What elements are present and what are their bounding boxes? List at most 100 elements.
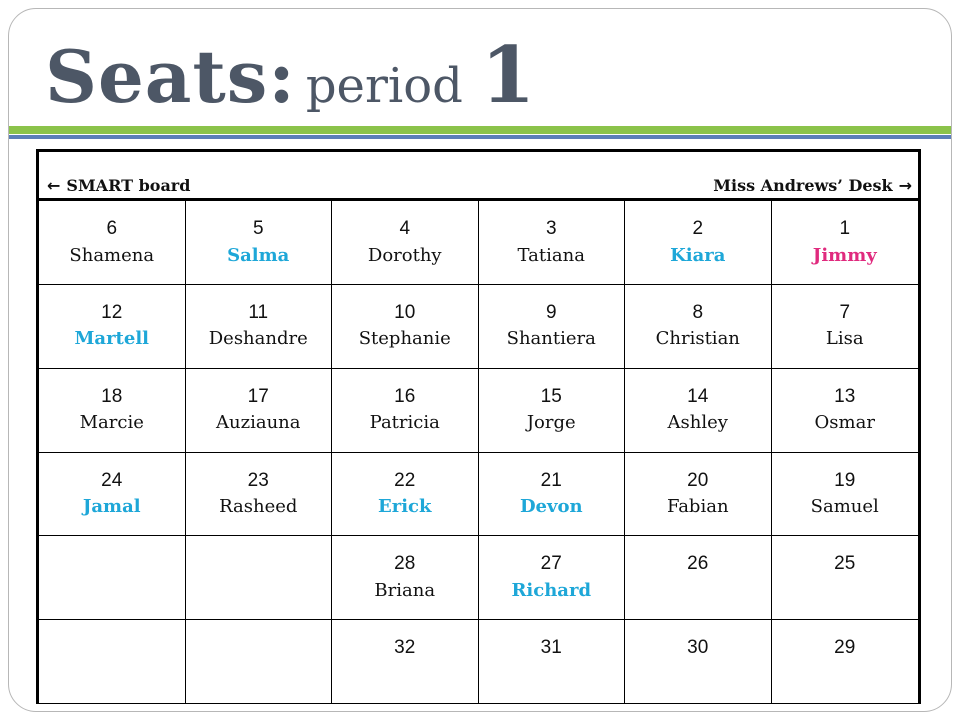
seat-number: 26 bbox=[687, 553, 709, 575]
student-name: Shamena bbox=[69, 244, 155, 266]
title-number: 1 bbox=[480, 30, 536, 121]
student-name: Jamal bbox=[82, 496, 141, 518]
title-sub: period bbox=[305, 58, 463, 114]
arrow-right-icon: → bbox=[898, 176, 912, 195]
student-name: Rasheed bbox=[219, 496, 298, 518]
student-name: Samuel bbox=[810, 496, 879, 518]
seat-cell: 20 Fabian bbox=[625, 452, 772, 537]
seat-number: 3 bbox=[545, 218, 557, 239]
seat-cell: 31 bbox=[478, 620, 625, 704]
seat-cell: 9 Shantiera bbox=[478, 284, 625, 369]
seat-cell: 5 Salma bbox=[185, 201, 332, 285]
student-name: Osmar bbox=[814, 412, 875, 434]
seat-number: 18 bbox=[101, 385, 123, 407]
seat-number: 29 bbox=[834, 637, 856, 659]
smart-board-text: SMART board bbox=[66, 176, 191, 195]
seat-number: 30 bbox=[687, 637, 709, 659]
student-name: Patricia bbox=[369, 412, 440, 434]
seat-number: 25 bbox=[834, 553, 856, 575]
student-name: Briana bbox=[374, 579, 436, 601]
seat-number: 22 bbox=[394, 469, 416, 491]
seat-cell: 30 bbox=[625, 620, 772, 704]
student-name: Fabian bbox=[666, 496, 729, 518]
seat-cell: 16 Patricia bbox=[332, 368, 479, 453]
seat-number: 12 bbox=[101, 301, 123, 323]
student-name: Tatiana bbox=[517, 244, 585, 266]
seat-cell: 25 bbox=[771, 536, 918, 621]
student-name: Erick bbox=[378, 496, 432, 518]
seat-number: 6 bbox=[106, 218, 118, 239]
seat-number: 15 bbox=[540, 385, 562, 407]
seat-cell: 12 Martell bbox=[39, 284, 186, 369]
seat-cell: 8 Christian bbox=[625, 284, 772, 369]
seat-cell: 4 Dorothy bbox=[332, 201, 479, 285]
seat-cell bbox=[39, 620, 186, 704]
seat-cell bbox=[39, 536, 186, 621]
seat-cell: 2 Kiara bbox=[625, 201, 772, 285]
seat-number: 10 bbox=[394, 301, 416, 323]
student-name: Dorothy bbox=[367, 244, 442, 266]
seat-cell: 15 Jorge bbox=[478, 368, 625, 453]
seat-number: 16 bbox=[394, 385, 416, 407]
page-title: Seats: period 1 bbox=[45, 30, 535, 130]
seat-cell bbox=[185, 620, 332, 704]
student-name: Richard bbox=[511, 579, 592, 601]
student-name: Lisa bbox=[825, 328, 864, 350]
seat-number: 1 bbox=[839, 218, 851, 239]
seat-number: 31 bbox=[540, 637, 562, 659]
student-name: Ashley bbox=[667, 412, 728, 434]
seat-number: 28 bbox=[394, 553, 416, 575]
seat-cell: 23 Rasheed bbox=[185, 452, 332, 537]
title-main: Seats: bbox=[45, 34, 296, 119]
seat-number: 14 bbox=[687, 385, 709, 407]
student-name: Auziauna bbox=[216, 412, 301, 434]
student-name: Martell bbox=[74, 328, 149, 350]
seat-cell: 7 Lisa bbox=[771, 285, 918, 369]
seat-number: 32 bbox=[394, 637, 416, 659]
student-name: Christian bbox=[655, 328, 740, 350]
arrow-left-icon: ← bbox=[47, 176, 61, 195]
seat-cell: 18 Marcie bbox=[39, 368, 186, 453]
seat-cell: 22 Erick bbox=[332, 452, 479, 537]
seat-number: 27 bbox=[540, 553, 562, 575]
seat-number: 9 bbox=[545, 301, 557, 323]
seat-number: 4 bbox=[399, 218, 411, 239]
seat-cell bbox=[185, 536, 332, 621]
seat-cell: 1 Jimmy bbox=[771, 201, 918, 285]
seat-cell: 24 Jamal bbox=[39, 452, 186, 537]
student-name: Devon bbox=[519, 496, 583, 518]
student-name: Salma bbox=[227, 244, 290, 266]
smart-board-label: ← SMART board bbox=[47, 176, 190, 195]
seat-number: 21 bbox=[540, 469, 562, 491]
blue-divider bbox=[9, 135, 951, 139]
seat-number: 24 bbox=[101, 469, 123, 491]
seat-cell: 28 Briana bbox=[332, 536, 479, 621]
seat-cell: 10 Stephanie bbox=[332, 284, 479, 369]
seat-cell: 26 bbox=[625, 536, 772, 621]
seating-chart: ← SMART board Miss Andrews’ Desk → 6 Sham… bbox=[36, 149, 921, 704]
seat-number: 7 bbox=[839, 301, 851, 323]
student-name: Deshandre bbox=[208, 328, 308, 350]
seat-cell: 3 Tatiana bbox=[478, 201, 625, 285]
seat-cell: 32 bbox=[332, 620, 479, 704]
seat-cell: 19 Samuel bbox=[771, 453, 918, 537]
green-divider bbox=[9, 126, 951, 134]
student-name: Kiara bbox=[670, 244, 726, 266]
seat-number: 19 bbox=[834, 469, 856, 491]
student-name: Shantiera bbox=[506, 328, 596, 350]
seat-cell: 29 bbox=[771, 620, 918, 704]
seating-header: ← SMART board Miss Andrews’ Desk → bbox=[39, 152, 918, 201]
seat-number: 2 bbox=[692, 218, 704, 239]
seat-number: 13 bbox=[834, 385, 856, 407]
seat-number: 11 bbox=[248, 301, 269, 323]
seat-grid: 6 Shamena 5 Salma 4 Dorothy 3 Tatiana 2 Kiara 1 Jim… bbox=[39, 201, 918, 704]
seat-number: 23 bbox=[247, 469, 269, 491]
seat-cell: 13 Osmar bbox=[771, 369, 918, 453]
seat-number: 17 bbox=[247, 385, 269, 407]
teacher-desk-text: Miss Andrews’ Desk bbox=[713, 176, 893, 195]
student-name: Stephanie bbox=[358, 328, 451, 350]
seat-cell: 6 Shamena bbox=[39, 201, 186, 285]
student-name: Jorge bbox=[526, 412, 576, 434]
seat-number: 5 bbox=[252, 218, 264, 239]
seat-number: 8 bbox=[692, 301, 704, 323]
